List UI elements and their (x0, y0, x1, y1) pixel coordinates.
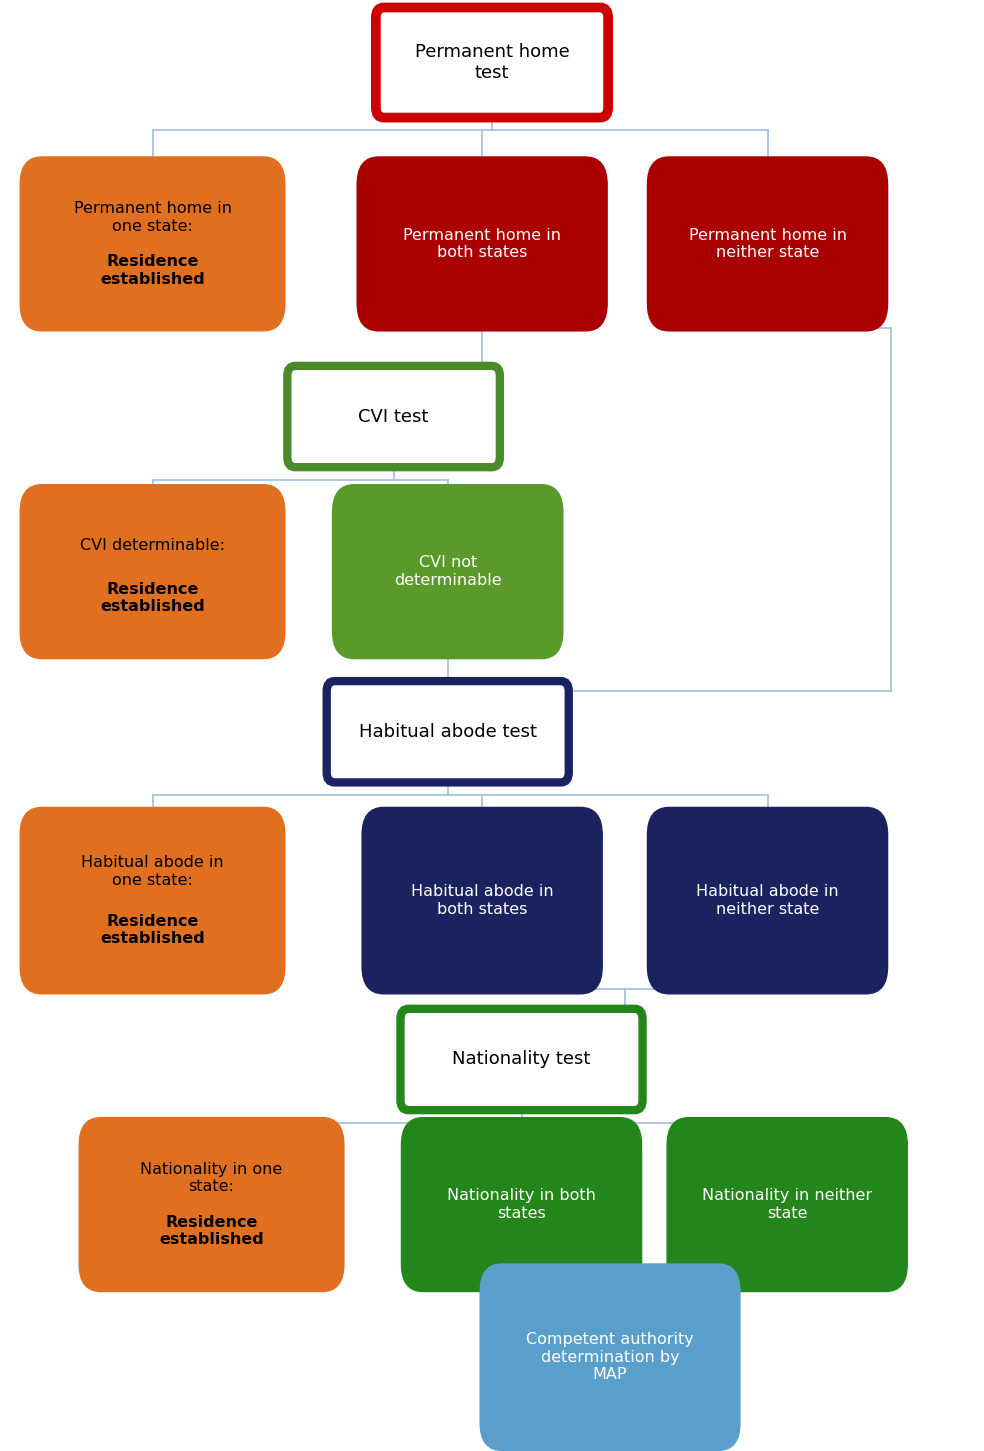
FancyBboxPatch shape (357, 157, 607, 331)
Text: Permanent home in
one state:: Permanent home in one state: (74, 202, 231, 234)
Text: Habitual abode in
neither state: Habitual abode in neither state (697, 885, 838, 917)
Text: Nationality in both
states: Nationality in both states (447, 1188, 596, 1220)
FancyBboxPatch shape (327, 681, 569, 782)
Text: Residence
established: Residence established (159, 1214, 264, 1248)
Text: Habitual abode in
one state:: Habitual abode in one state: (82, 855, 223, 888)
Text: Permanent home
test: Permanent home test (414, 44, 570, 81)
FancyBboxPatch shape (287, 366, 500, 467)
FancyBboxPatch shape (400, 1008, 643, 1110)
Text: CVI test: CVI test (358, 408, 429, 425)
FancyBboxPatch shape (667, 1117, 907, 1291)
FancyBboxPatch shape (647, 157, 888, 331)
Text: Habitual abode in
both states: Habitual abode in both states (411, 885, 553, 917)
FancyBboxPatch shape (79, 1117, 344, 1291)
FancyBboxPatch shape (376, 7, 608, 118)
Text: Nationality in one
state:: Nationality in one state: (141, 1162, 282, 1194)
Text: Nationality test: Nationality test (453, 1051, 590, 1068)
Text: Residence
established: Residence established (100, 254, 205, 286)
Text: Nationality in neither
state: Nationality in neither state (703, 1188, 872, 1220)
FancyBboxPatch shape (333, 485, 563, 659)
Text: Competent authority
determination by
MAP: Competent authority determination by MAP (526, 1332, 694, 1383)
Text: Residence
established: Residence established (100, 582, 205, 614)
Text: Residence
established: Residence established (100, 914, 205, 946)
Text: CVI determinable:: CVI determinable: (80, 538, 225, 553)
FancyBboxPatch shape (20, 807, 285, 994)
FancyBboxPatch shape (362, 807, 602, 994)
Text: Permanent home in
neither state: Permanent home in neither state (689, 228, 846, 260)
FancyBboxPatch shape (20, 157, 285, 331)
FancyBboxPatch shape (647, 807, 888, 994)
Text: CVI not
determinable: CVI not determinable (394, 556, 502, 588)
Text: Habitual abode test: Habitual abode test (359, 723, 536, 741)
FancyBboxPatch shape (20, 485, 285, 659)
FancyBboxPatch shape (480, 1264, 740, 1451)
Text: Permanent home in
both states: Permanent home in both states (403, 228, 561, 260)
FancyBboxPatch shape (401, 1117, 642, 1291)
